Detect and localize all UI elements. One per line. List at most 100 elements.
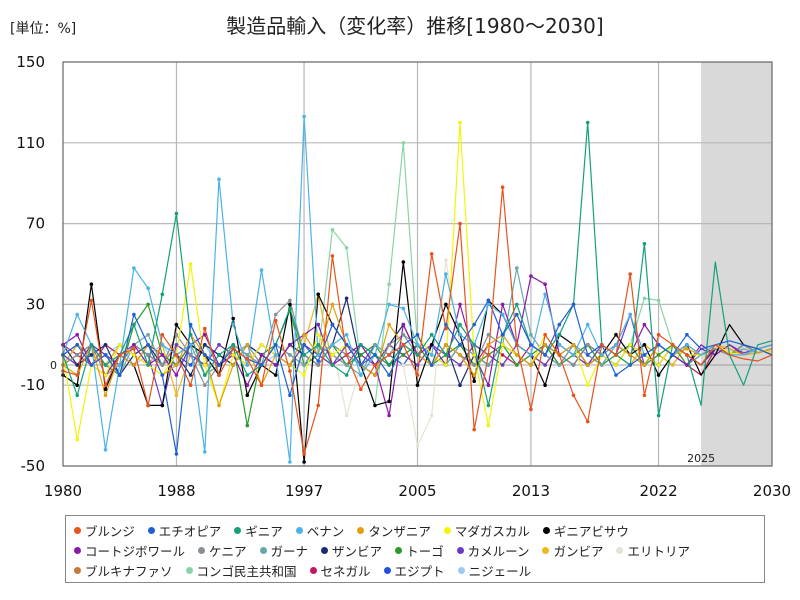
data-point: [557, 343, 562, 347]
data-point: [458, 383, 462, 388]
data-point: [231, 347, 235, 351]
data-point: [302, 363, 306, 367]
data-point: [146, 302, 150, 307]
data-point: [387, 373, 391, 377]
data-point: [415, 444, 420, 448]
data-point: [415, 332, 420, 337]
data-point: [103, 373, 108, 377]
data-point: [543, 363, 547, 367]
legend-marker: [74, 526, 81, 534]
data-point: [245, 373, 250, 377]
data-point: [359, 343, 363, 347]
legend-item: ベナン: [295, 520, 344, 540]
data-point: [415, 343, 420, 347]
data-point: [571, 363, 576, 367]
data-point: [472, 427, 477, 432]
data-point: [316, 292, 321, 297]
data-point: [217, 177, 221, 181]
data-point: [89, 298, 94, 303]
data-point: [174, 322, 179, 327]
data-point: [160, 363, 165, 367]
data-point: [89, 282, 94, 287]
data-point: [330, 363, 335, 367]
data-point: [302, 353, 306, 357]
data-point: [571, 353, 576, 357]
data-point: [415, 363, 420, 367]
data-point: [614, 363, 618, 367]
data-point: [486, 353, 491, 357]
data-point: [344, 353, 349, 357]
data-point: [273, 318, 278, 323]
data-point: [557, 353, 562, 357]
legend-marker: [147, 526, 155, 534]
y-tick-label: 110: [16, 134, 45, 152]
legend-item: ケニア: [198, 540, 247, 560]
data-point: [89, 363, 94, 367]
legend-label: ギニアビサウ: [553, 523, 629, 539]
data-point: [259, 383, 264, 388]
data-point: [444, 363, 448, 367]
data-point: [543, 383, 547, 388]
data-point: [401, 332, 406, 337]
data-point: [685, 363, 689, 367]
data-point: [160, 353, 165, 357]
data-point: [685, 343, 689, 347]
legend-item: ガンビア: [542, 540, 603, 560]
data-point: [359, 353, 363, 357]
legend-label: エジプト: [394, 563, 445, 579]
data-point: [160, 343, 165, 347]
data-point: [401, 353, 406, 357]
legend-label: ブルンジ: [85, 523, 135, 539]
data-point: [174, 211, 179, 216]
data-point: [288, 302, 292, 307]
data-point: [344, 363, 349, 367]
data-point: [515, 363, 519, 367]
data-point: [174, 393, 179, 398]
data-point: [117, 353, 122, 357]
data-point: [529, 274, 533, 278]
legend-item: ザンビア: [321, 540, 382, 560]
data-point: [614, 373, 618, 377]
legend-marker: [443, 526, 451, 534]
data-point: [656, 413, 661, 418]
legend-label: ガーナ: [270, 543, 309, 559]
data-point: [160, 332, 165, 337]
legend-label: カメルーン: [467, 543, 530, 559]
legend-item: カメルーン: [456, 540, 530, 560]
legend-item: コートジボワール: [74, 540, 185, 560]
data-point: [670, 353, 675, 357]
data-point: [543, 282, 547, 287]
data-point: [401, 322, 406, 327]
data-point: [500, 363, 505, 367]
plot-border: [62, 61, 773, 467]
data-point: [316, 332, 321, 337]
data-point: [146, 332, 150, 337]
data-point: [585, 322, 590, 327]
data-point: [160, 292, 165, 297]
data-point: [543, 353, 547, 357]
data-point: [472, 363, 477, 367]
data-point: [656, 298, 661, 303]
data-point: [656, 332, 661, 337]
data-point: [444, 302, 448, 307]
legend-marker: [321, 546, 329, 554]
data-point: [103, 353, 108, 357]
data-point: [486, 423, 491, 428]
data-point: [500, 185, 505, 189]
y-tick-label: 30: [26, 295, 45, 313]
data-point: [401, 141, 406, 145]
legend-marker: [357, 526, 365, 534]
y-tick-label: 150: [16, 53, 45, 71]
data-point: [373, 403, 377, 408]
data-point: [75, 393, 79, 398]
data-point: [259, 343, 264, 347]
data-point: [387, 343, 391, 347]
data-point: [458, 343, 462, 347]
legend-item: トーゴ: [395, 540, 444, 560]
data-point: [656, 353, 661, 357]
data-point: [259, 353, 264, 357]
data-point: [132, 266, 136, 270]
data-point: [500, 312, 505, 317]
legend-item: ギニアビサウ: [542, 520, 629, 540]
